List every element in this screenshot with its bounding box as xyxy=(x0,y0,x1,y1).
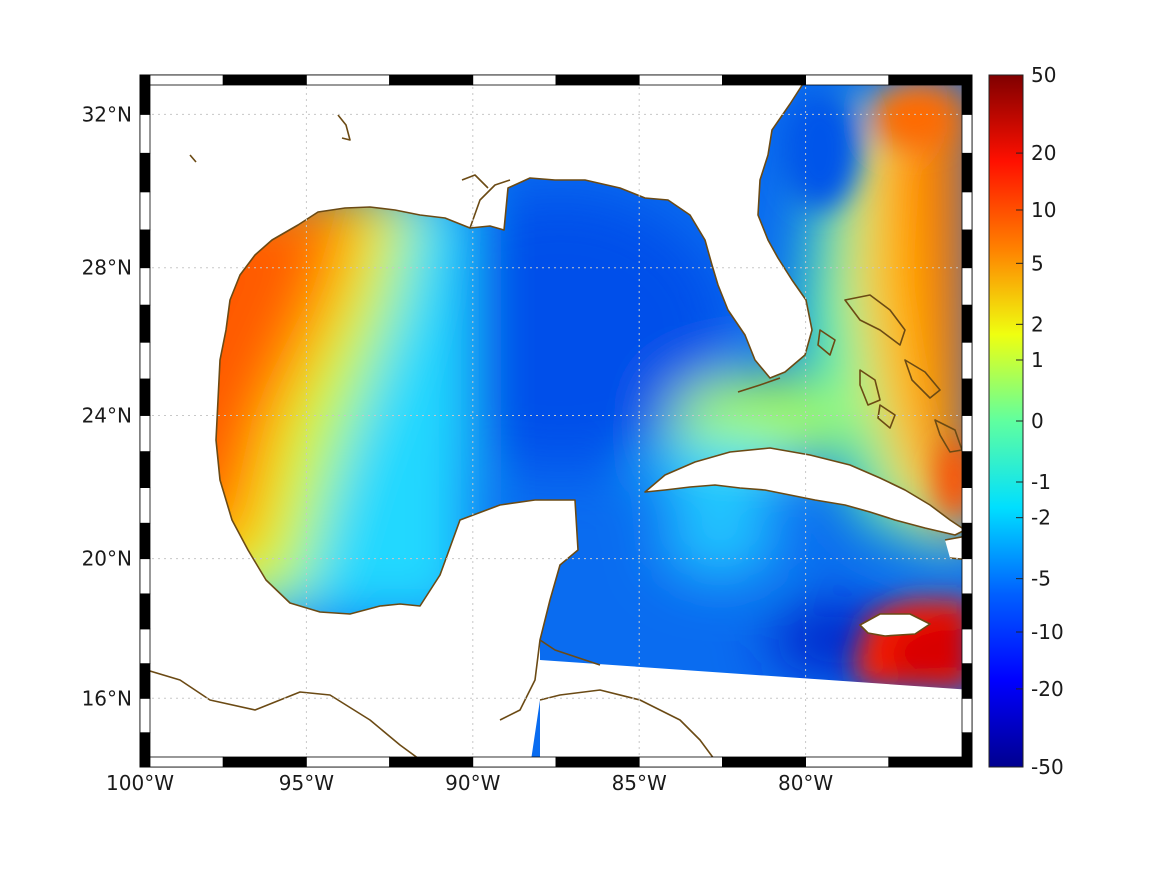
frame-segment xyxy=(961,415,973,453)
frame-segment xyxy=(722,74,807,86)
longitude-labels: 100°W 95°W 90°W 85°W 80°W xyxy=(106,771,833,795)
colorbar-tick-label: -50 xyxy=(1031,755,1064,779)
colorbar-tick-label: 2 xyxy=(1031,312,1044,336)
sea-level-field xyxy=(140,75,972,767)
colorbar-tick-label: 50 xyxy=(1031,63,1056,87)
frame-segment xyxy=(555,756,640,768)
frame-segment xyxy=(139,415,151,453)
latitude-labels: 16°N 20°N 24°N 28°N 32°N xyxy=(82,102,132,710)
frame-segment xyxy=(961,267,973,306)
frame-segment xyxy=(961,697,973,734)
longitude-tick-label: 95°W xyxy=(279,771,334,795)
frame-segment xyxy=(722,756,807,768)
frame-segment xyxy=(961,229,973,269)
longitude-tick-label: 90°W xyxy=(445,771,500,795)
frame-segment xyxy=(139,378,151,416)
frame-segment xyxy=(961,487,973,524)
frame-segment xyxy=(139,663,151,699)
colorbar-tick-label: 5 xyxy=(1031,251,1044,275)
frame-segment xyxy=(961,74,973,115)
frame-segment xyxy=(961,522,973,560)
frame-segment xyxy=(139,152,151,193)
colorbar-tick-label: 10 xyxy=(1031,198,1056,222)
colorbar-tick-label: -20 xyxy=(1031,677,1064,701)
frame-segment xyxy=(805,74,890,86)
frame-segment xyxy=(139,341,151,380)
frame-segment xyxy=(888,74,973,86)
latitude-tick-label: 32°N xyxy=(82,102,132,126)
latitude-tick-label: 24°N xyxy=(82,403,132,427)
frame-segment xyxy=(961,341,973,380)
frame-segment xyxy=(139,756,224,768)
frame-segment xyxy=(139,628,151,665)
frame-segment xyxy=(139,593,151,630)
frame-segment xyxy=(961,191,973,231)
frame-segment xyxy=(961,628,973,665)
colorbar-tick-label: -10 xyxy=(1031,620,1064,644)
frame-segment xyxy=(961,663,973,699)
frame-segment xyxy=(961,378,973,416)
frame-segment xyxy=(472,74,557,86)
frame-segment xyxy=(139,113,151,154)
frame-segment xyxy=(961,152,973,193)
frame-segment xyxy=(139,74,151,115)
frame-segment xyxy=(555,74,640,86)
frame-segment xyxy=(961,451,973,488)
colorbar-tick-label: -5 xyxy=(1031,567,1051,591)
frame-segment xyxy=(139,732,151,768)
frame-segment xyxy=(961,304,973,343)
frame-segment xyxy=(139,304,151,343)
frame-segment xyxy=(305,74,390,86)
longitude-tick-label: 85°W xyxy=(612,771,667,795)
frame-segment xyxy=(139,451,151,488)
frame-segment xyxy=(472,756,557,768)
frame-segment xyxy=(638,756,723,768)
longitude-tick-label: 80°W xyxy=(778,771,833,795)
frame-segment xyxy=(139,558,151,595)
frame-segment xyxy=(389,74,474,86)
longitude-tick-label: 100°W xyxy=(106,771,174,795)
frame-segment xyxy=(139,229,151,269)
frame-segment xyxy=(961,558,973,595)
frame-segment xyxy=(139,74,224,86)
frame-segment xyxy=(222,74,307,86)
frame-segment xyxy=(305,756,390,768)
frame-segment xyxy=(389,756,474,768)
coastline xyxy=(140,75,972,767)
frame-segment xyxy=(139,191,151,231)
colorbar-tick-label: -2 xyxy=(1031,506,1051,530)
frame-segment xyxy=(139,522,151,560)
colorbar-tick-label: 0 xyxy=(1031,409,1044,433)
frame-segment xyxy=(139,487,151,524)
frame-segment xyxy=(139,697,151,734)
frame-segment xyxy=(961,732,973,768)
frame-segment xyxy=(222,756,307,768)
graticule xyxy=(139,75,972,767)
latitude-tick-label: 28°N xyxy=(82,256,132,280)
frame-segment xyxy=(961,113,973,154)
frame-segment xyxy=(638,74,723,86)
map-frame xyxy=(139,74,973,768)
colorbar-tick-label: 20 xyxy=(1031,141,1056,165)
latitude-tick-label: 20°N xyxy=(82,547,132,571)
colorbar-tick-label: 1 xyxy=(1031,348,1044,372)
colorbar-tick-label: -1 xyxy=(1031,470,1051,494)
frame-segment xyxy=(961,593,973,630)
frame-segment xyxy=(805,756,890,768)
frame-segment xyxy=(139,267,151,306)
latitude-tick-label: 16°N xyxy=(82,686,132,710)
frame-segment xyxy=(888,756,973,768)
